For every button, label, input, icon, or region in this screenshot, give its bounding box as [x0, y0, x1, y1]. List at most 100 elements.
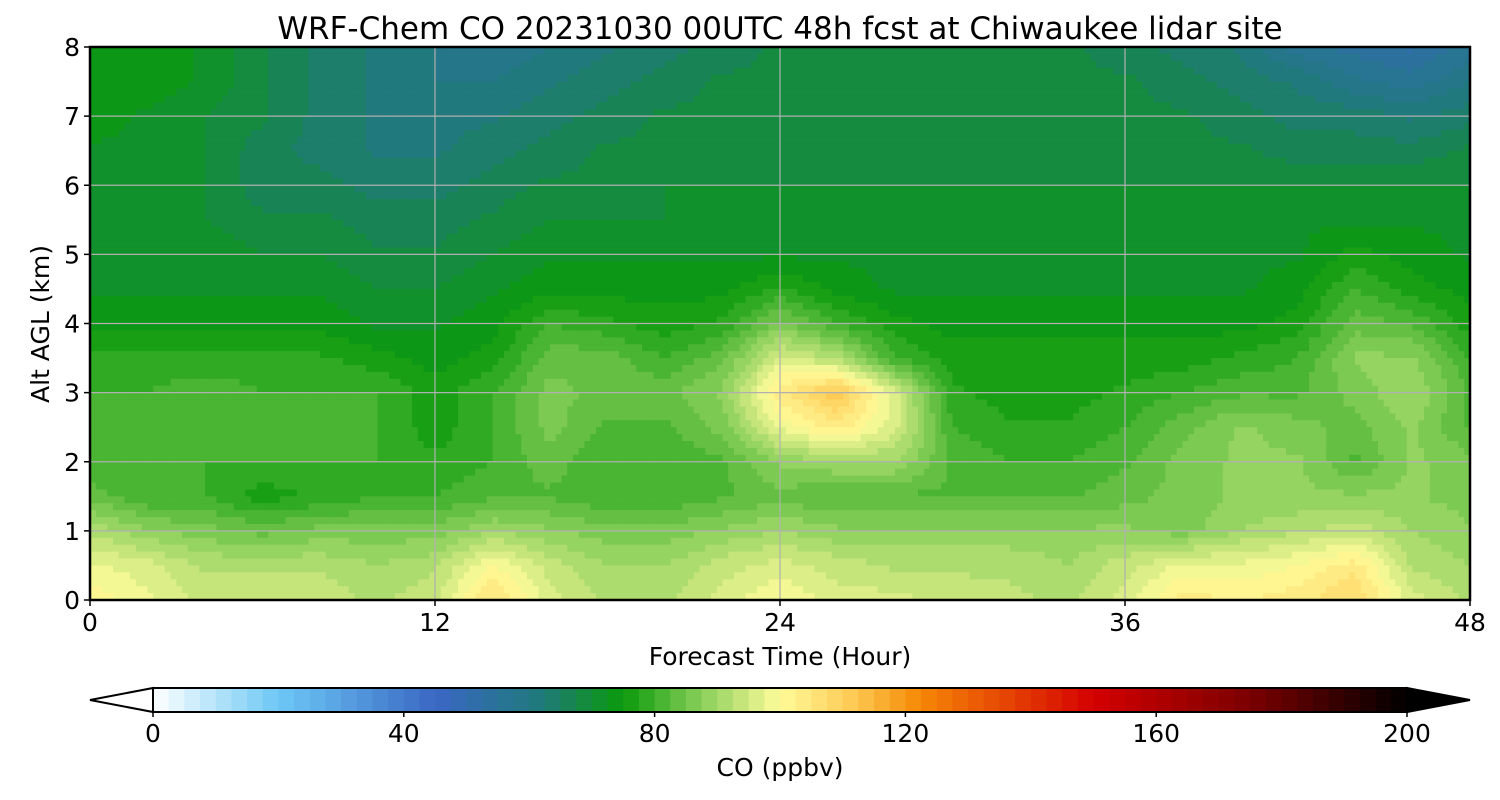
heatmap-cell: [1429, 178, 1437, 186]
heatmap-cell: [831, 129, 839, 138]
heatmap-cell: [1412, 157, 1419, 166]
heatmap-cell: [118, 178, 126, 186]
heatmap-cell: [843, 102, 850, 110]
heatmap-cell: [797, 157, 804, 166]
heatmap-cell: [1010, 157, 1017, 166]
heatmap-cell: [854, 60, 862, 69]
heatmap-cell: [739, 47, 747, 55]
heatmap-cell: [1406, 102, 1414, 110]
heatmap-cell: [665, 109, 672, 117]
heatmap-cell: [159, 74, 166, 83]
heatmap-cell: [550, 129, 557, 138]
heatmap-cell: [481, 116, 488, 124]
heatmap-cell: [952, 178, 959, 186]
heatmap-cell: [1366, 136, 1373, 145]
heatmap-cell: [1441, 116, 1448, 124]
heatmap-cell: [187, 136, 195, 145]
heatmap-cell: [964, 116, 971, 124]
heatmap-cell: [251, 116, 258, 124]
heatmap-cell: [400, 171, 407, 179]
heatmap-cell: [797, 178, 804, 186]
heatmap-cell: [308, 109, 315, 117]
heatmap-cell: [561, 102, 568, 110]
heatmap-cell: [515, 102, 522, 110]
heatmap-cell: [297, 88, 304, 96]
heatmap-cell: [1056, 136, 1063, 145]
heatmap-cell: [1033, 150, 1040, 159]
heatmap-cell: [1360, 95, 1368, 103]
heatmap-cell: [705, 129, 712, 138]
heatmap-cell: [1038, 67, 1046, 76]
heatmap-cell: [941, 143, 948, 152]
heatmap-cell: [906, 60, 913, 69]
heatmap-cell: [302, 60, 310, 69]
heatmap-cell: [1395, 116, 1402, 124]
heatmap-cell: [1458, 178, 1465, 186]
heatmap-cell: [1015, 102, 1023, 110]
heatmap-cell: [578, 129, 586, 138]
heatmap-cell: [251, 164, 258, 173]
heatmap-cell: [762, 116, 770, 124]
heatmap-cell: [239, 157, 246, 166]
heatmap-cell: [734, 171, 741, 179]
heatmap-cell: [1337, 164, 1345, 173]
heatmap-cell: [1366, 74, 1373, 83]
heatmap-cell: [837, 74, 844, 83]
heatmap-cell: [1217, 102, 1224, 110]
heatmap-cell: [1429, 47, 1437, 55]
heatmap-cell: [262, 178, 269, 186]
heatmap-cell: [975, 178, 982, 186]
heatmap-cell: [550, 109, 557, 117]
heatmap-cell: [245, 74, 252, 83]
heatmap-cell: [929, 136, 936, 145]
heatmap-cell: [860, 109, 867, 117]
heatmap-cell: [1079, 109, 1086, 117]
heatmap-cell: [1251, 95, 1258, 103]
heatmap-cell: [653, 171, 660, 179]
heatmap-cell: [1268, 171, 1276, 179]
heatmap-cell: [527, 185, 534, 193]
heatmap-cell: [676, 60, 683, 69]
heatmap-cell: [1297, 60, 1304, 69]
heatmap-cell: [1188, 171, 1195, 179]
heatmap-cell: [136, 53, 143, 62]
heatmap-cell: [1148, 53, 1155, 62]
heatmap-cell: [268, 171, 275, 179]
heatmap-cell: [768, 81, 775, 90]
heatmap-cell: [452, 157, 459, 166]
heatmap-cell: [1303, 67, 1310, 76]
heatmap-cell: [975, 95, 982, 103]
heatmap-cell: [412, 95, 419, 103]
heatmap-cell: [228, 150, 235, 159]
heatmap-cell: [550, 102, 557, 110]
heatmap-cell: [1159, 185, 1166, 193]
heatmap-cell: [279, 81, 287, 90]
heatmap-cell: [1406, 116, 1414, 124]
heatmap-cell: [981, 123, 988, 131]
heatmap-cell: [1406, 95, 1414, 103]
heatmap-cell: [762, 143, 770, 152]
heatmap-cell: [371, 123, 379, 131]
heatmap-cell: [124, 109, 131, 117]
heatmap-cell: [1044, 53, 1051, 62]
heatmap-cell: [659, 157, 666, 166]
heatmap-cell: [262, 129, 269, 138]
heatmap-cell: [601, 157, 609, 166]
heatmap-cell: [739, 116, 747, 124]
heatmap-cell: [1383, 129, 1391, 138]
heatmap-cell: [1061, 67, 1069, 76]
heatmap-cell: [831, 102, 839, 110]
heatmap-cell: [665, 157, 672, 166]
heatmap-cell: [498, 67, 505, 76]
heatmap-cell: [320, 95, 327, 103]
heatmap-cell: [889, 95, 896, 103]
heatmap-cell: [377, 123, 384, 131]
heatmap-cell: [412, 74, 419, 83]
heatmap-cell: [1412, 129, 1419, 138]
heatmap-cell: [831, 53, 839, 62]
heatmap-cell: [1079, 171, 1086, 179]
heatmap-cell: [113, 88, 120, 96]
heatmap-cell: [1280, 178, 1287, 186]
heatmap-cell: [1343, 157, 1350, 166]
heatmap-cell: [187, 95, 195, 103]
